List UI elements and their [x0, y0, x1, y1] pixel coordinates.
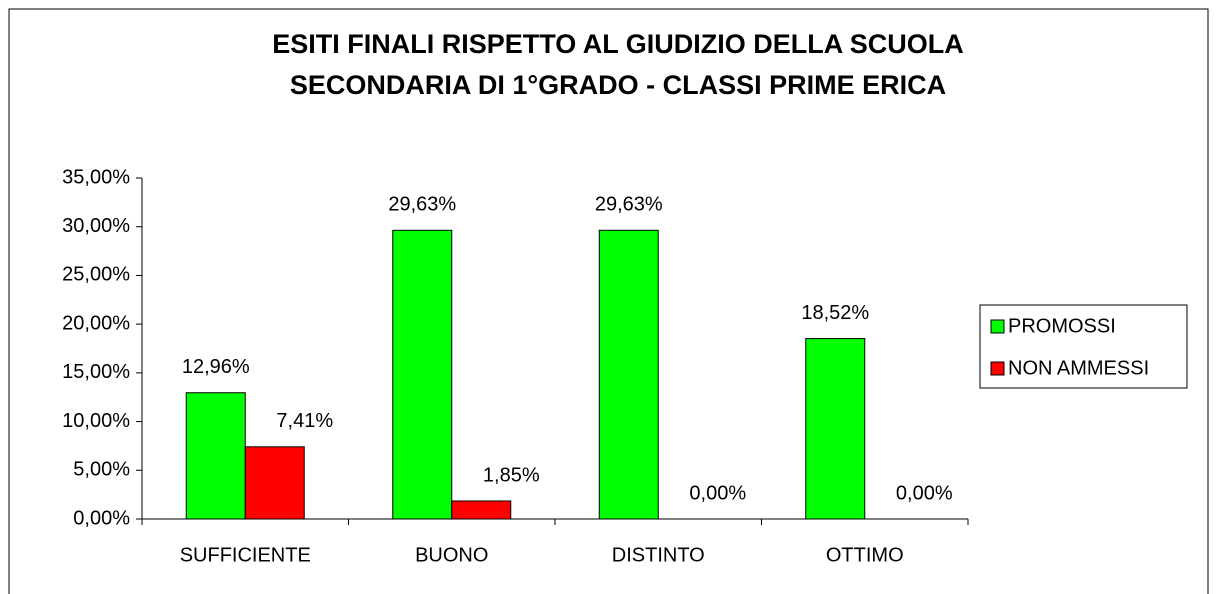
- y-tick-label: 35,00%: [62, 166, 130, 188]
- y-tick-label: 30,00%: [62, 215, 130, 237]
- chart-title: SECONDARIA DI 1°GRADO - CLASSI PRIME ERI…: [290, 70, 946, 100]
- legend-box: [979, 304, 1188, 389]
- x-tick-label: SUFFICIENTE: [180, 544, 311, 566]
- bar: [451, 500, 512, 520]
- value-label: 0,00%: [896, 482, 953, 504]
- x-tick-label: BUONO: [415, 544, 488, 566]
- bar: [392, 229, 453, 520]
- value-label: 1,85%: [483, 464, 540, 486]
- y-tick-label: 15,00%: [62, 361, 130, 383]
- legend-swatch: [990, 319, 1005, 334]
- value-label: 0,00%: [689, 482, 746, 504]
- y-tick-label: 5,00%: [73, 459, 130, 481]
- chart-title: ESITI FINALI RISPETTO AL GIUDIZIO DELLA …: [272, 29, 964, 59]
- y-tick-label: 20,00%: [62, 312, 130, 334]
- value-label: 18,52%: [801, 302, 869, 324]
- x-tick-label: OTTIMO: [826, 544, 904, 566]
- y-tick-label: 10,00%: [62, 410, 130, 432]
- legend-swatch: [990, 361, 1005, 376]
- bar: [805, 338, 866, 520]
- y-tick-label: 0,00%: [73, 507, 130, 529]
- value-label: 7,41%: [276, 410, 333, 432]
- bar: [185, 392, 246, 520]
- x-tick-label: DISTINTO: [612, 544, 705, 566]
- bar: [598, 229, 659, 520]
- bar: [244, 446, 305, 520]
- y-tick-label: 25,00%: [62, 264, 130, 286]
- value-label: 12,96%: [182, 356, 250, 378]
- legend-label: NON AMMESSI: [1008, 357, 1149, 379]
- legend-label: PROMOSSI: [1008, 315, 1116, 337]
- value-label: 29,63%: [595, 194, 663, 216]
- value-label: 29,63%: [388, 194, 456, 216]
